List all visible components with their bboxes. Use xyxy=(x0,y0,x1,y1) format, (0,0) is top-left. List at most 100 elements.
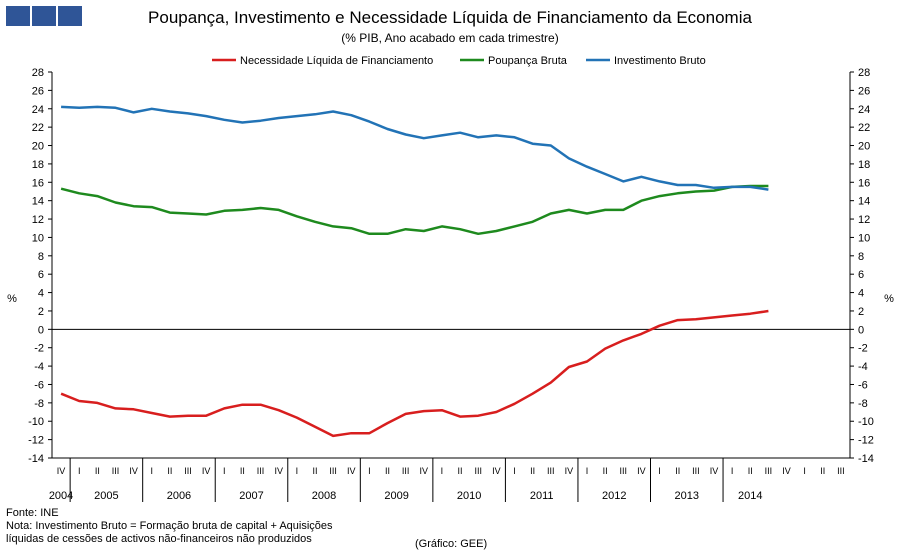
y-tick-label-left: 14 xyxy=(32,196,44,208)
x-tick-label-quarter: II xyxy=(458,466,463,476)
y-tick-label-left: -14 xyxy=(28,453,44,465)
logo-block-1 xyxy=(6,6,30,26)
y-tick-label-left: 18 xyxy=(32,159,44,171)
x-tick-label-year: 2004 xyxy=(49,490,73,502)
y-tick-label-right: 8 xyxy=(858,251,864,263)
x-tick-label-quarter: III xyxy=(692,466,700,476)
series-line-2 xyxy=(61,105,769,191)
x-tick-label-quarter: II xyxy=(530,466,535,476)
x-tick-label-year: 2010 xyxy=(457,490,481,502)
x-tick-label-quarter: I xyxy=(78,466,81,476)
x-tick-label-quarter: I xyxy=(441,466,444,476)
legend-label: Investimento Bruto xyxy=(614,55,706,67)
x-tick-label-quarter: IV xyxy=(347,466,356,476)
x-tick-label-quarter: IV xyxy=(274,466,283,476)
note-line-1: Nota: Investimento Bruto = Formação brut… xyxy=(6,520,333,532)
y-tick-label-left: 10 xyxy=(32,232,44,244)
y-tick-label-right: 10 xyxy=(858,232,870,244)
y-tick-label-left: 22 xyxy=(32,122,44,134)
y-axis-label-right: % xyxy=(884,293,894,305)
y-tick-label-right: 0 xyxy=(858,324,864,336)
x-tick-label-quarter: II xyxy=(603,466,608,476)
x-tick-label-quarter: II xyxy=(820,466,825,476)
y-tick-label-left: 20 xyxy=(32,141,44,153)
y-tick-label-right: -10 xyxy=(858,416,874,428)
x-tick-label-year: 2013 xyxy=(675,490,699,502)
x-tick-label-quarter: IV xyxy=(202,466,211,476)
x-tick-label-quarter: III xyxy=(620,466,628,476)
y-tick-label-left: 24 xyxy=(32,104,44,116)
series-line-1 xyxy=(60,184,769,236)
x-tick-label-quarter: IV xyxy=(565,466,574,476)
x-tick-label-quarter: IV xyxy=(492,466,501,476)
x-tick-label-quarter: II xyxy=(167,466,172,476)
x-tick-label-quarter: I xyxy=(223,466,226,476)
logo-block-2 xyxy=(32,6,56,26)
x-tick-label-quarter: IV xyxy=(57,466,66,476)
x-tick-label-quarter: I xyxy=(586,466,589,476)
y-tick-label-right: 22 xyxy=(858,122,870,134)
y-tick-label-right: 24 xyxy=(858,104,870,116)
x-tick-label-quarter: I xyxy=(731,466,734,476)
y-axis-label-left: % xyxy=(7,293,17,305)
y-tick-label-right: 12 xyxy=(858,214,870,226)
y-tick-label-right: -6 xyxy=(858,379,868,391)
x-tick-label-quarter: IV xyxy=(782,466,791,476)
x-tick-label-year: 2006 xyxy=(167,490,191,502)
x-tick-label-quarter: IV xyxy=(420,466,429,476)
x-tick-label-year: 2005 xyxy=(94,490,118,502)
x-tick-label-quarter: IV xyxy=(710,466,719,476)
y-tick-label-right: 18 xyxy=(858,159,870,171)
y-tick-label-right: 26 xyxy=(858,85,870,97)
y-tick-label-left: -8 xyxy=(34,398,44,410)
x-tick-label-year: 2008 xyxy=(312,490,336,502)
x-tick-label-year: 2012 xyxy=(602,490,626,502)
y-tick-label-left: -4 xyxy=(34,361,44,373)
x-tick-label-quarter: III xyxy=(184,466,192,476)
x-tick-label-year: 2011 xyxy=(530,490,554,502)
y-tick-label-left: 0 xyxy=(38,324,44,336)
y-tick-label-right: 14 xyxy=(858,196,870,208)
x-tick-label-quarter: III xyxy=(112,466,120,476)
y-tick-label-left: 12 xyxy=(32,214,44,226)
y-tick-label-left: 16 xyxy=(32,177,44,189)
x-tick-label-quarter: III xyxy=(402,466,410,476)
y-tick-label-right: -8 xyxy=(858,398,868,410)
y-tick-label-left: -12 xyxy=(28,435,44,447)
x-tick-label-quarter: IV xyxy=(637,466,646,476)
source-note: Fonte: INE xyxy=(6,507,59,519)
x-tick-label-quarter: III xyxy=(474,466,482,476)
legend-label: Poupança Bruta xyxy=(488,55,568,67)
x-tick-label-quarter: II xyxy=(675,466,680,476)
x-tick-label-quarter: I xyxy=(150,466,153,476)
x-tick-label-quarter: III xyxy=(765,466,773,476)
y-tick-label-right: 28 xyxy=(858,67,870,79)
y-tick-label-left: 26 xyxy=(32,85,44,97)
y-tick-label-right: 16 xyxy=(858,177,870,189)
x-tick-label-quarter: I xyxy=(296,466,299,476)
y-tick-label-right: 4 xyxy=(858,288,864,300)
x-tick-label-quarter: II xyxy=(312,466,317,476)
legend-label: Necessidade Líquida de Financiamento xyxy=(240,55,433,67)
x-tick-label-quarter: III xyxy=(837,466,845,476)
x-tick-label-quarter: II xyxy=(748,466,753,476)
chart-credit: (Gráfico: GEE) xyxy=(415,538,488,550)
x-tick-label-quarter: III xyxy=(547,466,555,476)
x-tick-label-year: 2014 xyxy=(738,490,762,502)
y-tick-label-right: -14 xyxy=(858,453,874,465)
logo-block-3 xyxy=(58,6,82,26)
y-tick-label-right: 6 xyxy=(858,269,864,281)
x-tick-label-year: 2009 xyxy=(384,490,408,502)
y-tick-label-right: 2 xyxy=(858,306,864,318)
y-tick-label-left: -6 xyxy=(34,379,44,391)
y-tick-label-left: 28 xyxy=(32,67,44,79)
x-tick-label-quarter: II xyxy=(385,466,390,476)
x-tick-label-quarter: I xyxy=(803,466,806,476)
x-tick-label-quarter: I xyxy=(658,466,661,476)
y-tick-label-left: 4 xyxy=(38,288,44,300)
x-tick-label-quarter: I xyxy=(513,466,516,476)
y-tick-label-left: -10 xyxy=(28,416,44,428)
chart-title: Poupança, Investimento e Necessidade Líq… xyxy=(148,8,752,27)
note-line-2: líquidas de cessões de activos não-finan… xyxy=(6,533,312,545)
chart-subtitle: (% PIB, Ano acabado em cada trimestre) xyxy=(341,31,559,45)
